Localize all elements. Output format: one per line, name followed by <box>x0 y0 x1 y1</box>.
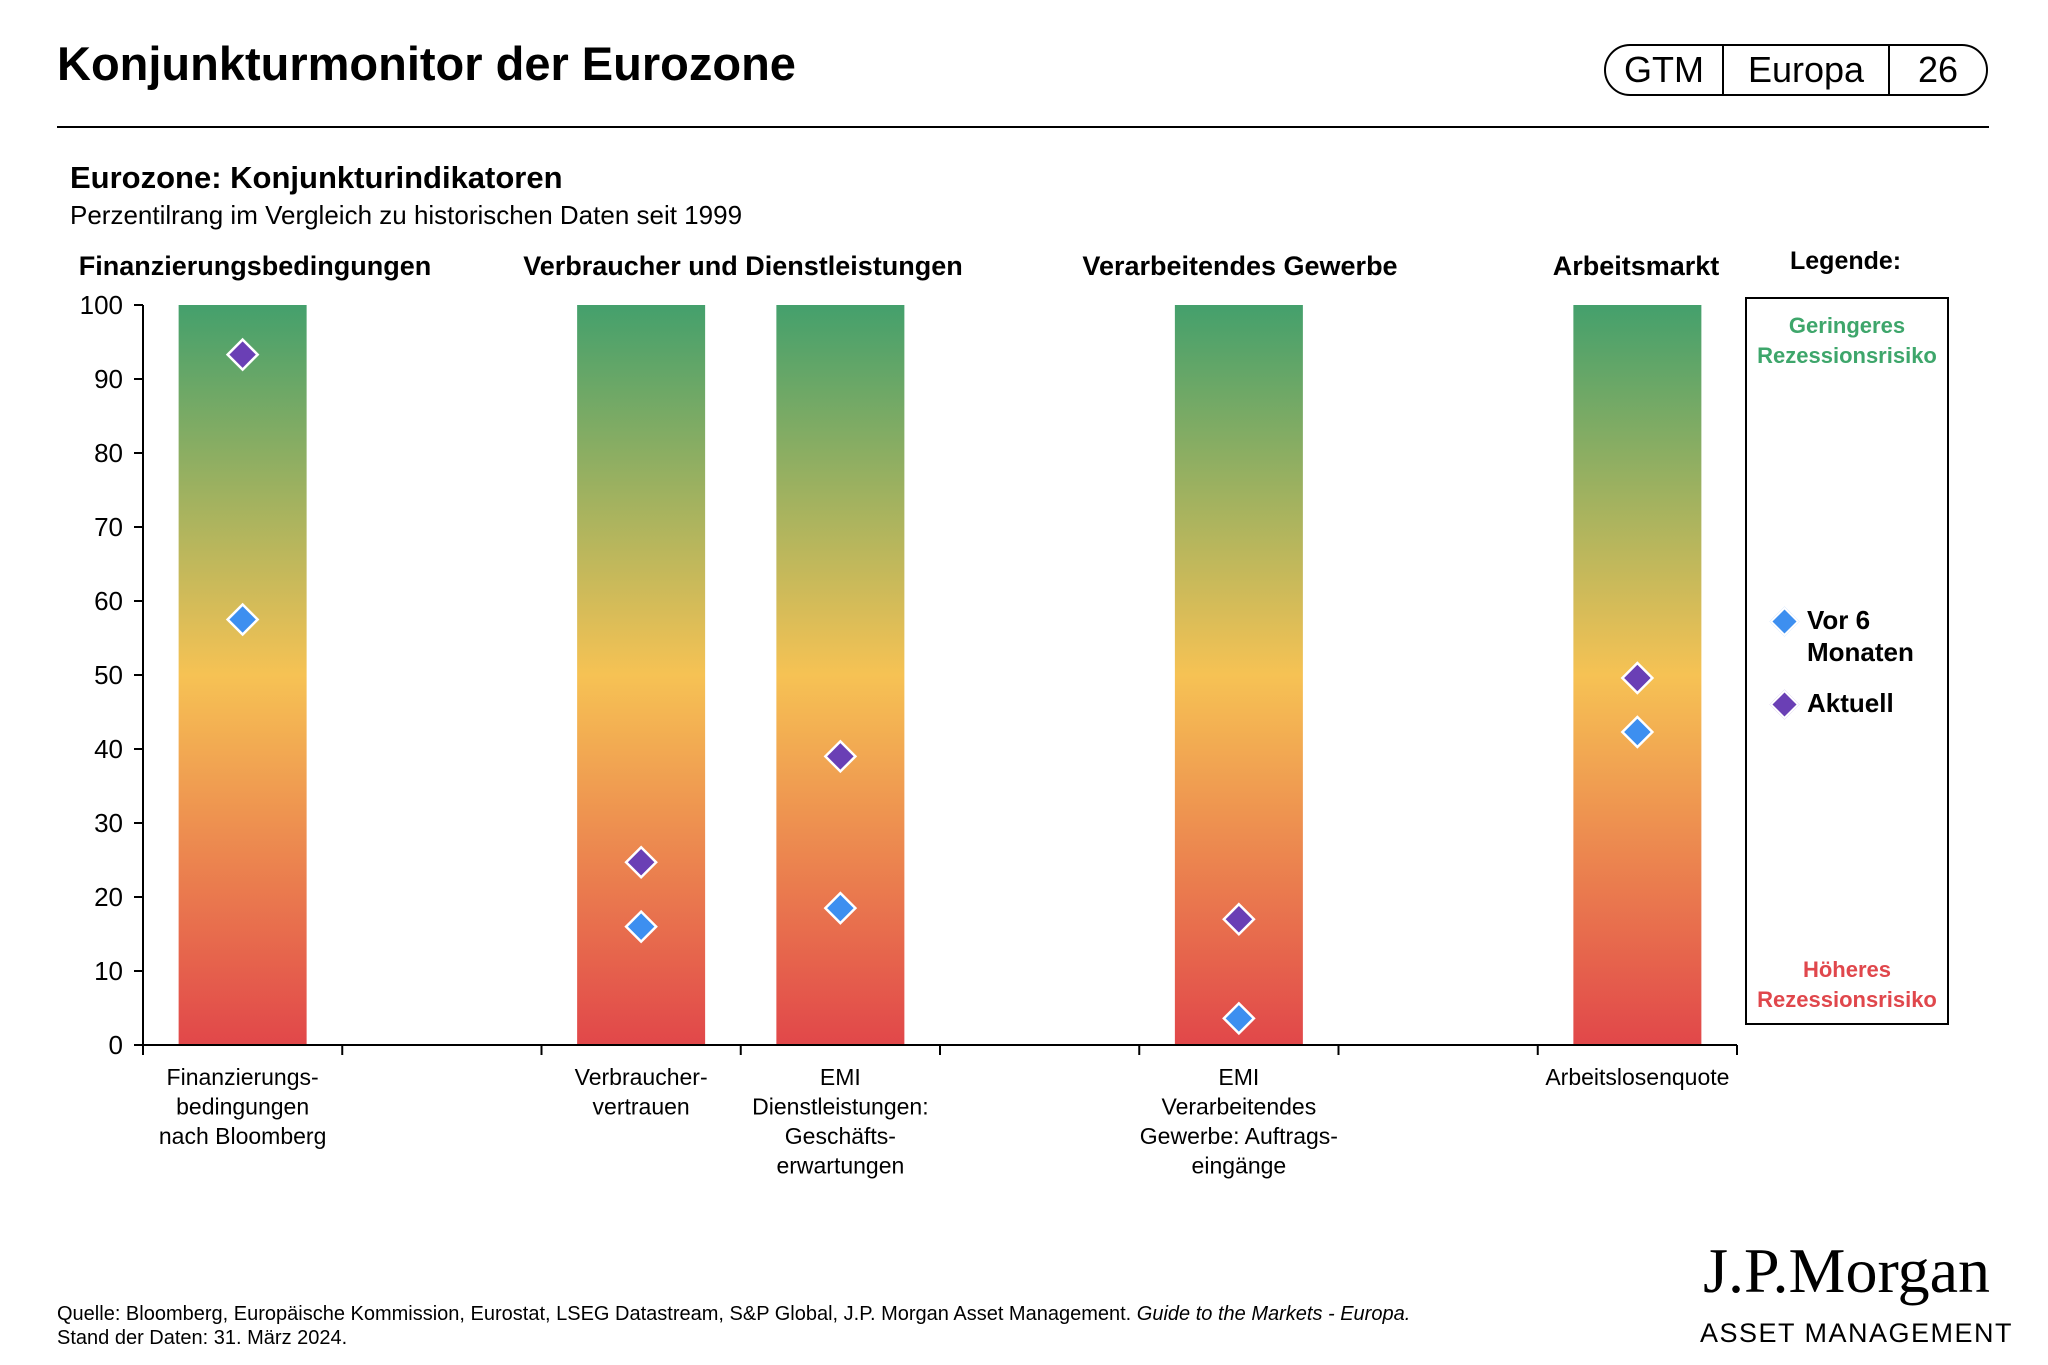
diamond-icon <box>1773 610 1795 632</box>
legend-high-risk-line2: Rezessionsrisiko <box>1747 985 1947 1015</box>
badge-page-number: 26 <box>1890 49 1986 91</box>
x-tick-label: Gewerbe: Auftrags- <box>1140 1123 1338 1149</box>
y-tick-label: 20 <box>94 882 123 912</box>
legend-high-risk: Höheres Rezessionsrisiko <box>1747 955 1947 1015</box>
legend-box: Geringeres Rezessionsrisiko Vor 6 Monate… <box>1745 297 1949 1025</box>
jpmorgan-logo-subtitle: ASSET MANAGEMENT <box>1700 1318 1990 1349</box>
legend-entry-prior: Vor 6 Monaten <box>1773 604 1914 668</box>
jpmorgan-logo: J.P.Morgan <box>1700 1238 1990 1304</box>
legend-prior-line1: Vor 6 <box>1807 604 1914 636</box>
x-tick-label: eingänge <box>1192 1153 1287 1179</box>
y-tick-label: 40 <box>94 734 123 764</box>
group-heading: Finanzierungsbedingungen <box>79 251 432 281</box>
y-tick-label: 80 <box>94 438 123 468</box>
y-tick-label: 50 <box>94 660 123 690</box>
x-tick-label: EMI <box>820 1064 861 1090</box>
gradient-bar <box>179 305 307 1045</box>
footer-source: Quelle: Bloomberg, Europäische Kommissio… <box>57 1302 1410 1326</box>
group-heading: Verarbeitendes Gewerbe <box>1082 251 1397 281</box>
x-tick-label: nach Bloomberg <box>159 1123 327 1149</box>
legend-entry-current: Aktuell <box>1773 687 1894 719</box>
x-tick-label: Geschäfts- <box>785 1123 896 1149</box>
footer-source-text: Quelle: Bloomberg, Europäische Kommissio… <box>57 1303 1131 1325</box>
x-tick-label: bedingungen <box>176 1094 309 1120</box>
gradient-bar <box>776 305 904 1045</box>
group-heading: Verbraucher und Dienstleistungen <box>523 251 963 281</box>
x-tick-label: vertrauen <box>593 1094 690 1120</box>
legend-low-risk-line1: Geringeres <box>1747 311 1947 341</box>
chart-plot: Finanzierungs-bedingungen nach Bloomberg V… <box>0 0 1740 1200</box>
legend-low-risk-line2: Rezessionsrisiko <box>1747 341 1947 371</box>
legend-current-label: Aktuell <box>1807 687 1894 719</box>
legend-low-risk: Geringeres Rezessionsrisiko <box>1747 311 1947 371</box>
group-heading: Arbeitsmarkt <box>1553 251 1720 281</box>
y-tick-label: 100 <box>80 290 123 320</box>
x-tick-label: Verarbeitendes <box>1162 1094 1317 1120</box>
legend-heading: Legende: <box>1790 247 1901 276</box>
footer-source-publication: Guide to the Markets - Europa. <box>1137 1303 1410 1325</box>
y-tick-label: 70 <box>94 512 123 542</box>
x-tick-label: Dienstleistungen: <box>752 1094 928 1120</box>
y-tick-label: 30 <box>94 808 123 838</box>
x-tick-label: Verbraucher- <box>575 1064 708 1090</box>
footer-date: Stand der Daten: 31. März 2024. <box>57 1326 347 1350</box>
y-tick-label: 60 <box>94 586 123 616</box>
y-tick-label: 90 <box>94 364 123 394</box>
x-tick-label: erwartungen <box>776 1153 904 1179</box>
badge-region: Europa <box>1722 46 1890 94</box>
x-tick-label: Finanzierungs- <box>167 1064 319 1090</box>
x-tick-label: Arbeitslosenquote <box>1545 1064 1729 1090</box>
legend-prior-line2: Monaten <box>1807 636 1914 668</box>
x-tick-label: EMI <box>1218 1064 1259 1090</box>
diamond-icon <box>1773 693 1795 715</box>
legend-high-risk-line1: Höheres <box>1747 955 1947 985</box>
y-tick-label: 10 <box>94 956 123 986</box>
y-tick-label: 0 <box>109 1030 123 1060</box>
